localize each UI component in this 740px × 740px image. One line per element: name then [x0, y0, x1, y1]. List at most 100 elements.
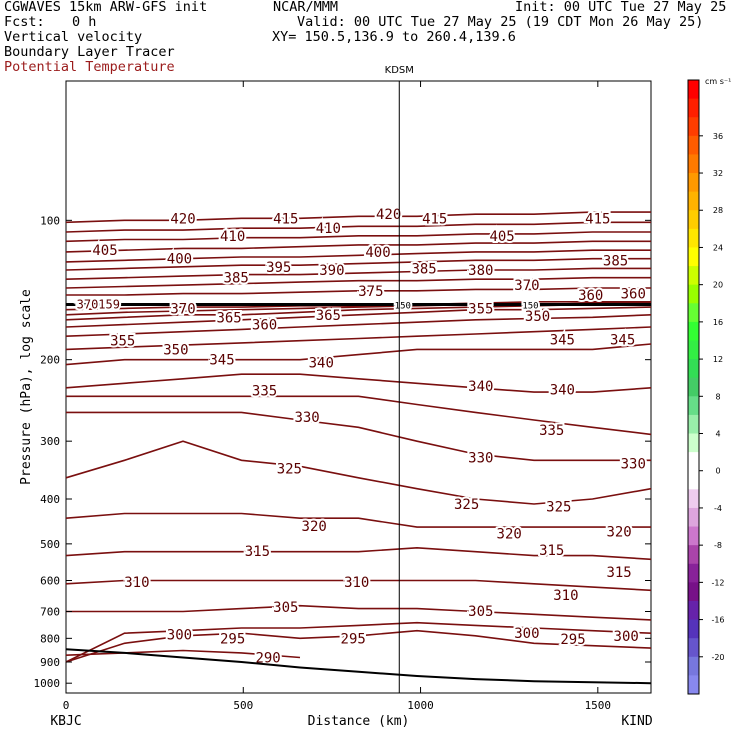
fcst-label: Fcst: — [4, 14, 45, 30]
x-axis-label: Distance (km) — [308, 714, 410, 729]
contour-label-55: 295 — [220, 631, 245, 647]
contour-label-15: 385 — [603, 253, 628, 269]
contour-label-49: 310 — [124, 575, 149, 591]
plot-frame — [65, 80, 652, 694]
y-tick-label-500: 500 — [40, 538, 60, 551]
y-tick-label-600: 600 — [40, 575, 60, 588]
isentrope-310 — [65, 579, 652, 592]
contour-label-1: 415 — [273, 211, 298, 227]
isentrope-350 — [65, 326, 652, 351]
colorbar-segment — [688, 675, 699, 695]
contour-label-54: 300 — [167, 628, 192, 644]
colorbar-segment — [688, 191, 699, 211]
station-top-label: KDSM — [385, 65, 414, 76]
colorbar-label-36: 36 — [713, 132, 723, 141]
tropopause-label-left: 370159 — [77, 298, 120, 312]
colorbar-label--8: -8 — [714, 541, 722, 550]
isentrope-295 — [65, 629, 652, 663]
colorbar-label-8: 8 — [715, 392, 720, 401]
contour-label-57: 300 — [514, 626, 539, 642]
contour-label-2: 420 — [376, 207, 401, 223]
contour-label-18: 375 — [358, 284, 383, 300]
contour-label-26: 350 — [163, 342, 188, 358]
contour-label-6: 410 — [316, 221, 341, 237]
colorbar-segment — [688, 377, 699, 397]
contour-label-11: 395 — [266, 260, 291, 276]
fcst-value: 0 h — [72, 14, 97, 30]
colorbar-label-12: 12 — [713, 355, 723, 364]
contour-label-44: 320 — [497, 527, 522, 543]
colorbar-label-32: 32 — [713, 169, 723, 178]
org-label: NCAR/MMM — [273, 0, 339, 15]
colorbar-label--12: -12 — [711, 578, 724, 587]
isentrope-420 — [65, 211, 651, 224]
contour-label-5: 410 — [220, 229, 245, 245]
contour-label-32: 340 — [309, 356, 334, 372]
contour-label-53: 305 — [468, 604, 493, 620]
x-tick-label-1500: 1500 — [585, 699, 612, 712]
colorbar-segment — [688, 638, 699, 658]
contour-label-34: 340 — [468, 379, 493, 395]
contour-label-13: 385 — [224, 271, 249, 287]
colorbar-segment — [688, 433, 699, 453]
isentrope-410 — [65, 231, 651, 243]
contour-label-17: 370 — [514, 278, 539, 294]
contour-label-3: 415 — [422, 211, 447, 227]
colorbar-segment — [688, 470, 699, 490]
isentrope-305 — [66, 604, 652, 621]
x-tick-label-1000: 1000 — [407, 699, 434, 712]
y-tick-label-100: 100 — [40, 214, 60, 227]
colorbar-label-24: 24 — [713, 243, 723, 252]
contour-label-36: 330 — [294, 410, 319, 426]
contour-label-19: 370 — [170, 301, 195, 317]
colorbar-segment — [688, 266, 699, 286]
isentrope-320 — [65, 512, 651, 528]
contour-label-10: 400 — [365, 245, 390, 261]
contour-label-0: 420 — [170, 211, 195, 227]
y-axis-label: Pressure (hPa), log scale — [19, 289, 34, 485]
contour-label-31: 360 — [621, 287, 646, 303]
contour-label-8: 405 — [489, 229, 514, 245]
colorbar-label-20: 20 — [713, 281, 723, 290]
colorbar-label--4: -4 — [714, 504, 722, 513]
valid-time: Valid: 00 UTC Tue 27 May 25 (19 CDT Mon … — [297, 14, 704, 30]
contour-label-22: 365 — [316, 308, 341, 324]
colorbar-segment — [688, 563, 699, 583]
colorbar-segment — [688, 600, 699, 621]
colorbar-segment — [688, 582, 699, 602]
isentrope-290 — [65, 649, 301, 659]
contour-label-35: 340 — [550, 383, 575, 399]
colorbar-label--16: -16 — [711, 616, 724, 625]
contour-label-21: 360 — [252, 318, 277, 334]
colorbar-segment — [688, 80, 699, 100]
colorbar-segment — [688, 507, 699, 528]
contour-label-37: 335 — [539, 423, 564, 439]
colorbar-segment — [688, 284, 699, 304]
isentrope-355 — [65, 314, 652, 337]
isentrope-400 — [65, 249, 651, 263]
colorbar-label--20: -20 — [711, 653, 724, 662]
colorbar-segment — [688, 303, 699, 323]
x-tick-label-0: 0 — [63, 699, 70, 712]
y-tick-label-1000: 1000 — [34, 677, 61, 690]
isentrope-325 — [65, 440, 652, 505]
contour-label-29: 345 — [610, 333, 635, 349]
init-time: Init: 00 UTC Tue 27 May 25 — [515, 0, 727, 15]
colorbar-segment — [688, 154, 699, 174]
tracer-contour-label: 150 — [395, 302, 411, 312]
contour-label-58: 295 — [560, 632, 585, 648]
colorbar-segment — [688, 619, 699, 639]
colorbar-segment — [688, 414, 699, 435]
tracer-contour-label-2: 150 — [522, 302, 538, 312]
contour-label-47: 315 — [539, 543, 564, 559]
contour-label-25: 355 — [110, 334, 135, 350]
contour-label-40: 330 — [621, 456, 646, 472]
colorbar-segment — [688, 656, 699, 676]
contour-label-45: 320 — [606, 524, 631, 540]
x-tick-label-500: 500 — [233, 699, 253, 712]
colorbar-segment — [688, 117, 699, 137]
contour-label-7: 405 — [92, 243, 117, 259]
colorbar-unit: cm s⁻¹ — [705, 77, 731, 86]
y-tick-label-800: 800 — [40, 632, 60, 645]
